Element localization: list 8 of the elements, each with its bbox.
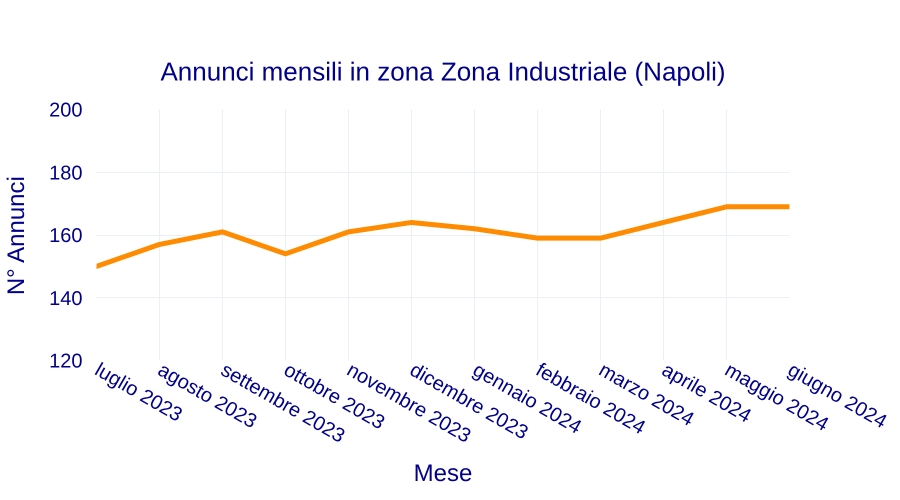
y-tick-label: 140 [49,288,83,310]
x-axis-title: Mese [414,460,472,488]
chart-title: Annunci mensili in zona Zona Industriale (Napoli) [160,56,726,86]
y-tick-label: 200 [49,100,83,122]
y-tick-label: 180 [49,162,83,184]
y-axis-title: N° Annunci [3,176,30,296]
y-tick-label: 160 [49,225,83,247]
y-tick-label: 120 [49,350,83,372]
